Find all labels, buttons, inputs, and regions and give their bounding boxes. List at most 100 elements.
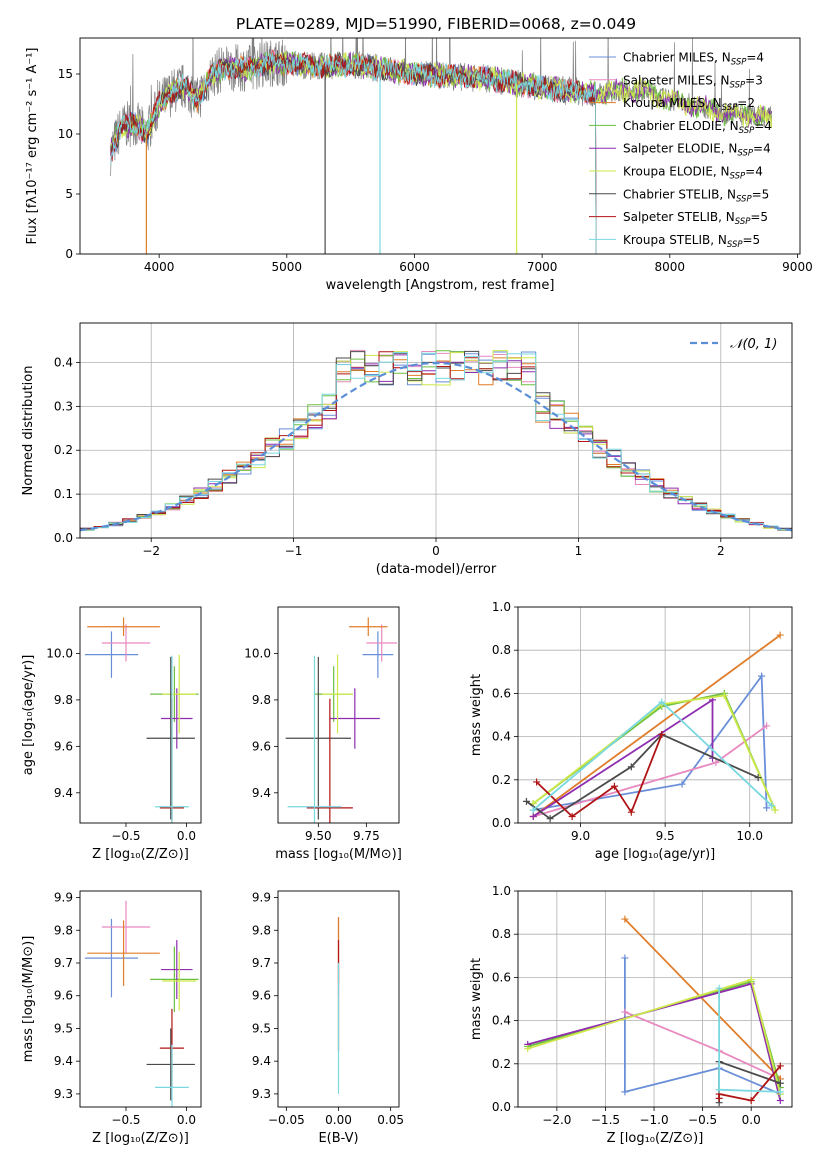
panel-mass_vs_ebv: −0.05 0.00 0.05 9.3 9.4 9.5 9.6 9.7 9.8 9.9 E(B-V) [252, 891, 404, 1146]
weight-point-marker [712, 759, 720, 767]
plot-frame [517, 890, 793, 1108]
x-tick-label: 10.0 [736, 829, 763, 843]
y-tick-label: 0.0 [492, 1100, 511, 1114]
y-tick-label: 9.3 [54, 1087, 73, 1101]
x-tick-label: −0.5 [111, 1113, 140, 1127]
x-axis-label: (data-model)/error [376, 562, 497, 577]
weight-point-marker [747, 976, 755, 984]
legend-entry: Salpeter MILES, NSSP=3 [623, 73, 763, 90]
weight-point-marker [771, 806, 779, 814]
y-tick-label: 10 [58, 127, 73, 141]
legend-entry: Salpeter ELODIE, NSSP=4 [623, 142, 771, 159]
x-tick-label: 0.0 [177, 829, 196, 843]
weight-series-line [532, 725, 768, 818]
y-tick-label: 9.4 [54, 786, 73, 800]
weight-point-marker [776, 631, 784, 639]
weight-series-line [532, 694, 776, 811]
model-spectrum-line [110, 52, 597, 254]
legend-entry: Salpeter STELIB, NSSP=5 [623, 210, 768, 227]
weight-point-marker [621, 1008, 629, 1016]
plot-frame [517, 606, 793, 824]
weight-point-marker [747, 1097, 755, 1105]
x-tick-label: −1.5 [591, 1113, 620, 1127]
weight-point-marker [621, 954, 629, 962]
weight-point-marker [627, 808, 635, 816]
weight-point-marker [758, 672, 766, 680]
x-tick-label: −2 [142, 544, 160, 558]
x-tick-label: 0 [432, 544, 440, 558]
plot-area [84, 900, 199, 1107]
y-tick-label: 0.6 [492, 970, 511, 984]
plot-area [285, 617, 398, 823]
y-tick-label: 0.4 [492, 1014, 511, 1028]
model-spectrum-line [110, 49, 597, 254]
weight-point-marker [768, 802, 776, 810]
y-tick-label: 1.0 [492, 884, 511, 898]
plot-frame [277, 606, 400, 824]
weight-series-line [535, 734, 663, 818]
panel-mass_vs_Z: −0.5 0.0 9.3 9.4 9.5 9.6 9.7 9.8 9.9 Z [log₁₀(Z/Z… [21, 891, 202, 1146]
x-axis-label: Z [log₁₀(Z/Z⊙)] [607, 1131, 704, 1146]
plot-frame [79, 606, 202, 824]
y-tick-label: 9.4 [252, 1054, 271, 1068]
panel-weight_vs_Z: −2.0 −1.5 −1.0 −0.5 0.0 0.0 0.2 0.4 0.6 0.8 1.0 Z [… [469, 884, 793, 1146]
panel-age_vs_mass: 9.50 9.75 9.4 9.6 9.8 10.0 mass [log₁₀(M/M⊙)] [244, 606, 402, 862]
y-tick-label: 0.3 [54, 399, 73, 413]
weight-point-marker [627, 763, 635, 771]
x-axis-label: wavelength [Angstrom, rest frame] [326, 278, 555, 293]
weight-point-marker [658, 730, 666, 738]
y-tick-label: 9.5 [54, 1021, 73, 1035]
panel-residuals: −2 −1 0 1 2 0.0 0.1 0.2 0.3 0.4 (data-model)/error… [21, 322, 793, 577]
weight-point-marker [678, 780, 686, 788]
y-axis-label: mass weight [469, 674, 484, 756]
y-tick-label: 0.4 [492, 730, 511, 744]
panel-weight_vs_age: 9.0 9.5 10.0 0.0 0.2 0.4 0.6 0.8 1.0 age [log₁₀(a… [469, 600, 793, 862]
y-tick-label: 0.6 [492, 686, 511, 700]
y-tick-label: 0 [65, 247, 73, 261]
x-tick-label: 0.0 [177, 1113, 196, 1127]
y-tick-label: 9.9 [252, 891, 271, 905]
spectrum-legend: Chabrier MILES, NSSP=4 Salpeter MILES, NS… [589, 51, 772, 250]
y-axis-label: age [log₁₀(age/yr)] [21, 655, 36, 776]
y-tick-label: 9.7 [54, 956, 73, 970]
y-tick-label: 9.6 [252, 989, 271, 1003]
y-tick-label: 0.2 [492, 1057, 511, 1071]
x-tick-label: 6000 [399, 260, 430, 274]
weight-point-marker [658, 698, 666, 706]
y-axis-label: Flux [fλ10⁻¹⁷ erg cm⁻² s⁻¹ A⁻¹] [25, 48, 40, 245]
y-tick-label: 9.6 [54, 739, 73, 753]
y-tick-label: 0.8 [492, 927, 511, 941]
y-tick-label: 9.8 [252, 693, 271, 707]
weight-point-marker [754, 774, 762, 782]
y-tick-label: 15 [58, 67, 73, 81]
weight-series-line [533, 673, 768, 811]
x-tick-label: 1 [575, 544, 583, 558]
weight-point-marker [715, 1086, 723, 1094]
x-tick-label: 9000 [782, 260, 813, 274]
weight-point-marker [621, 915, 629, 923]
plot-area [84, 617, 199, 823]
y-tick-label: 9.5 [252, 1021, 271, 1035]
y-tick-label: 5 [65, 187, 73, 201]
y-tick-label: 1.0 [492, 600, 511, 614]
y-tick-label: 9.8 [54, 693, 73, 707]
weight-point-marker [522, 797, 530, 805]
y-axis-label: mass weight [469, 958, 484, 1040]
x-tick-label: 9.50 [305, 829, 332, 843]
y-tick-label: 0.2 [54, 443, 73, 457]
x-tick-label: 5000 [272, 260, 303, 274]
weight-series-line [624, 958, 781, 1095]
weight-point-marker [529, 806, 537, 814]
x-tick-label: −0.5 [111, 829, 140, 843]
x-axis-label: age [log₁₀(age/yr)] [595, 847, 716, 862]
x-tick-label: 9.75 [353, 829, 380, 843]
legend-entry: Chabrier ELODIE, NSSP=4 [623, 119, 772, 136]
y-tick-label: 0.8 [492, 643, 511, 657]
x-tick-label: −1.0 [639, 1113, 668, 1127]
plot-frame [79, 37, 801, 255]
weight-point-marker [524, 1045, 532, 1053]
weight-point-marker [610, 782, 618, 790]
plot-frame [277, 890, 400, 1108]
x-axis-label: E(B-V) [318, 1131, 358, 1146]
